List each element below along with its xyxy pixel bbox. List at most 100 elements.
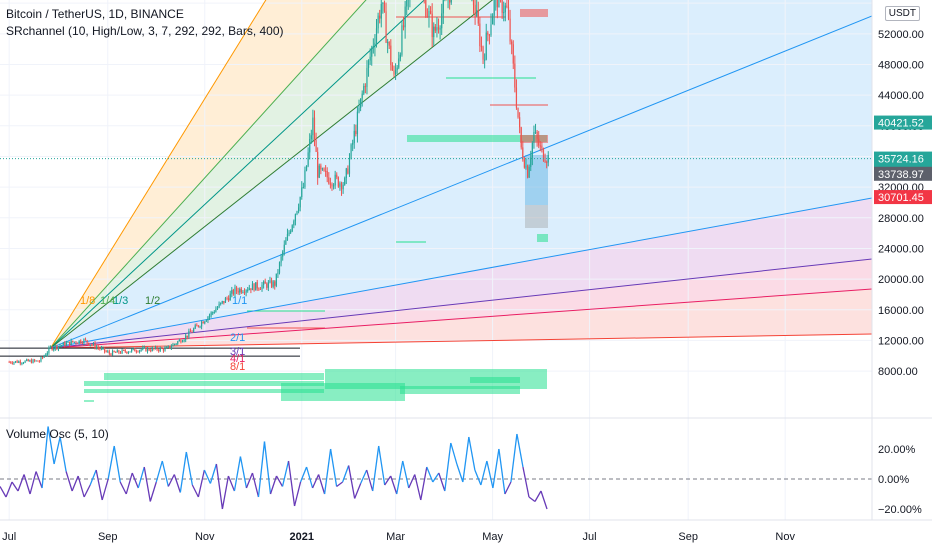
candle-up[interactable] [154,346,157,349]
candle-up[interactable] [65,342,68,346]
candle-up[interactable] [356,111,359,135]
candle-up[interactable] [102,347,104,349]
candle-down[interactable] [110,353,112,356]
candle-down[interactable] [10,361,12,363]
candle-down[interactable] [153,347,155,349]
candle-down[interactable] [434,26,436,31]
candle-down[interactable] [331,183,333,187]
candle-up[interactable] [18,361,20,363]
candle-up[interactable] [342,184,344,190]
candle-down[interactable] [232,290,234,295]
candle-up[interactable] [296,211,298,215]
candle-up[interactable] [131,349,133,352]
candle-down[interactable] [437,27,440,30]
candle-up[interactable] [164,347,166,351]
candle-up[interactable] [242,292,244,294]
candle-up[interactable] [275,273,277,286]
candle-up[interactable] [269,280,271,283]
candle-up[interactable] [304,170,306,188]
candle-down[interactable] [191,331,193,333]
candle-down[interactable] [519,117,521,128]
candle-up[interactable] [129,351,131,353]
candle-down[interactable] [536,131,538,139]
candle-down[interactable] [347,168,349,174]
candle-up[interactable] [282,251,284,257]
candle-up[interactable] [67,341,69,343]
candle-up[interactable] [46,352,48,355]
candle-down[interactable] [250,288,252,291]
candle-down[interactable] [501,0,503,13]
candle-down[interactable] [75,341,77,343]
candle-up[interactable] [387,42,389,44]
candle-up[interactable] [142,347,144,350]
candle-up[interactable] [352,143,354,145]
candle-down[interactable] [479,23,481,47]
candle-up[interactable] [318,165,320,178]
candle-up[interactable] [177,341,179,344]
candle-down[interactable] [38,361,40,363]
candle-down[interactable] [56,345,58,349]
candle-up[interactable] [504,5,506,13]
candle-down[interactable] [189,330,192,332]
currency-badge[interactable]: USDT [884,6,920,21]
candle-up[interactable] [213,312,215,314]
candle-down[interactable] [180,339,182,343]
candle-up[interactable] [267,282,269,288]
candle-up[interactable] [140,349,142,351]
candle-down[interactable] [118,350,120,353]
candle-down[interactable] [337,177,339,187]
candle-down[interactable] [472,0,475,5]
candle-up[interactable] [205,320,207,322]
candle-down[interactable] [226,298,228,300]
candle-up[interactable] [62,342,64,346]
indicator-legend[interactable]: SRchannel (10, High/Low, 3, 7, 292, 292,… [6,24,284,38]
candle-down[interactable] [517,107,519,118]
candle-down[interactable] [507,7,510,19]
candle-up[interactable] [35,360,37,362]
candle-down[interactable] [253,283,255,291]
candle-down[interactable] [99,347,101,349]
candle-up[interactable] [277,272,279,274]
candle-up[interactable] [286,234,289,241]
candle-up[interactable] [70,340,72,345]
candle-down[interactable] [91,344,93,346]
candle-down[interactable] [512,44,514,64]
candle-down[interactable] [145,347,147,352]
candle-down[interactable] [317,151,319,178]
candle-up[interactable] [531,142,533,158]
candle-down[interactable] [522,147,524,160]
candle-down[interactable] [137,351,139,353]
candle-down[interactable] [393,70,395,75]
candle-up[interactable] [278,262,281,273]
candle-up[interactable] [375,28,378,43]
candle-up[interactable] [293,221,295,226]
candle-down[interactable] [84,339,87,341]
candle-up[interactable] [57,346,60,349]
candle-up[interactable] [78,340,80,344]
candle-down[interactable] [103,347,106,352]
candle-down[interactable] [538,138,540,146]
volume-oscillator-pane[interactable] [0,426,872,510]
candle-up[interactable] [204,321,206,324]
candle-up[interactable] [194,325,196,329]
candle-up[interactable] [96,346,98,348]
candle-down[interactable] [86,340,88,343]
candle-up[interactable] [380,3,382,19]
candle-up[interactable] [534,131,537,133]
candle-up[interactable] [127,352,130,354]
candle-up[interactable] [369,56,371,61]
candle-down[interactable] [379,15,381,19]
candle-up[interactable] [83,339,85,344]
candle-up[interactable] [353,130,355,144]
candle-up[interactable] [121,349,123,354]
candle-up[interactable] [159,347,161,351]
candle-up[interactable] [263,281,265,285]
price-badge[interactable] [874,190,932,205]
candle-down[interactable] [169,345,171,349]
candle-down[interactable] [425,0,427,17]
candle-up[interactable] [363,86,365,94]
candle-up[interactable] [234,287,236,295]
candle-down[interactable] [329,183,331,185]
candle-up[interactable] [490,24,492,36]
candle-down[interactable] [355,130,357,135]
